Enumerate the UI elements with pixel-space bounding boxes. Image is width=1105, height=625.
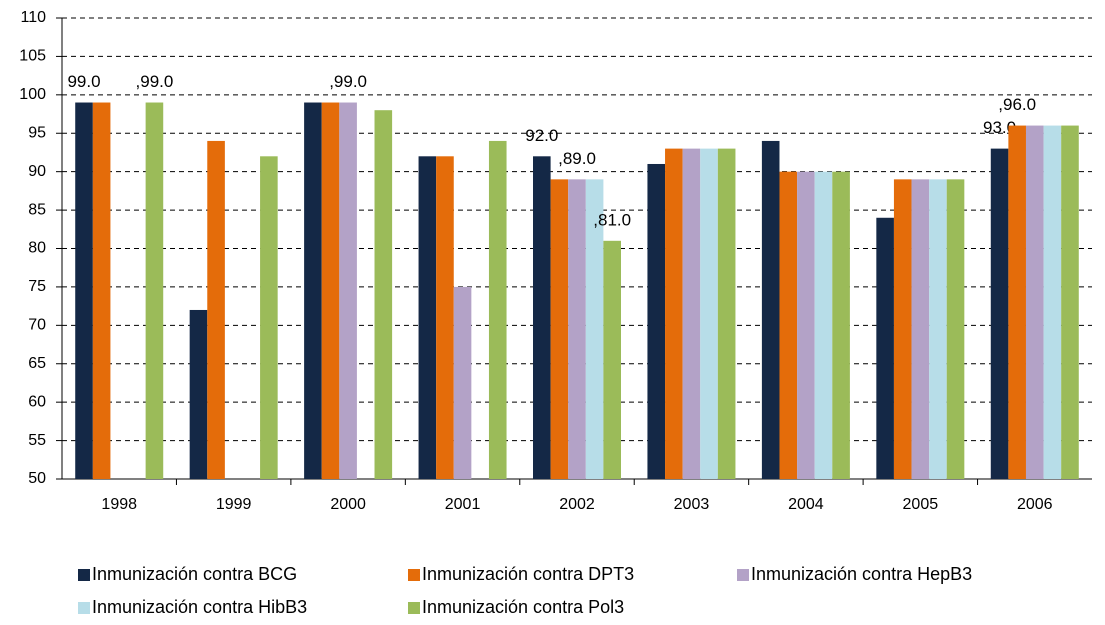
value-label: ,99.0 — [136, 72, 174, 91]
y-tick-label: 50 — [28, 470, 46, 487]
bar — [488, 140, 507, 479]
y-tick-label: 100 — [19, 86, 46, 103]
bar — [1008, 125, 1026, 480]
bar — [550, 179, 569, 479]
bar — [339, 102, 357, 480]
y-tick-label: 70 — [28, 317, 46, 334]
bar — [189, 309, 208, 479]
x-tick-label: 2002 — [559, 496, 595, 513]
bar — [374, 110, 393, 479]
x-tick-label: 2004 — [788, 496, 824, 513]
bar — [568, 179, 586, 479]
bar — [717, 148, 736, 479]
value-label: ,99.0 — [329, 72, 367, 91]
bar — [436, 156, 454, 480]
y-tick-label: 65 — [28, 355, 46, 372]
bar — [75, 102, 93, 480]
y-tick-label: 105 — [19, 48, 46, 65]
y-tick-label: 95 — [28, 124, 46, 141]
x-tick-label: 2000 — [330, 496, 366, 513]
bar — [929, 179, 947, 479]
y-tick-label: 60 — [28, 393, 46, 410]
y-tick-label: 90 — [28, 163, 46, 180]
legend-label: Inmunización contra BCG — [92, 564, 297, 584]
bar — [207, 140, 225, 479]
value-label: 99.0 — [67, 72, 100, 91]
y-tick-label: 80 — [28, 240, 46, 257]
x-tick-label: 1999 — [216, 496, 252, 513]
bar — [418, 156, 437, 480]
legend-swatch — [737, 569, 749, 581]
value-label: ,81.0 — [593, 210, 631, 229]
bar — [304, 102, 322, 480]
bar — [761, 140, 780, 479]
bar — [700, 148, 718, 479]
bar — [92, 102, 111, 480]
bar — [260, 156, 278, 480]
value-label: 92.0 — [525, 126, 558, 145]
bar — [665, 148, 683, 479]
legend-label: Inmunización contra HepB3 — [751, 564, 972, 584]
value-label: 93.0 — [983, 118, 1016, 137]
bar — [682, 148, 701, 479]
bar — [1043, 125, 1062, 480]
x-tick-label: 2006 — [1017, 496, 1053, 513]
legend-swatch — [78, 569, 90, 581]
bar — [779, 171, 798, 479]
legend-swatch — [408, 602, 420, 614]
bar — [797, 171, 815, 479]
y-tick-label: 85 — [28, 201, 46, 218]
bar — [832, 171, 850, 479]
bar — [647, 163, 666, 479]
bar — [145, 102, 164, 480]
legend-swatch — [408, 569, 420, 581]
value-label: ,96.0 — [998, 95, 1036, 114]
x-tick-label: 2001 — [445, 496, 481, 513]
bar — [1061, 125, 1079, 480]
value-label: ,89.0 — [558, 149, 596, 168]
bar — [911, 179, 930, 479]
legend-label: Inmunización contra DPT3 — [422, 564, 634, 584]
y-tick-label: 55 — [28, 432, 46, 449]
x-tick-label: 2003 — [674, 496, 710, 513]
x-tick-label: 2005 — [903, 496, 939, 513]
y-tick-label: 110 — [20, 9, 46, 26]
x-tick-label: 1998 — [101, 496, 137, 513]
bar — [603, 240, 621, 479]
bar — [814, 171, 833, 479]
bar — [453, 286, 472, 479]
legend-label: Inmunización contra Pol3 — [422, 597, 624, 617]
bar — [990, 148, 1009, 479]
legend-label: Inmunización contra HibB3 — [92, 597, 307, 617]
y-tick-label: 75 — [28, 278, 46, 295]
bar — [585, 179, 604, 479]
legend-swatch — [78, 602, 90, 614]
bar — [533, 156, 551, 480]
bar — [1025, 125, 1044, 480]
bar — [893, 179, 912, 479]
bar — [321, 102, 340, 480]
bar — [876, 217, 894, 479]
bar — [946, 179, 965, 479]
